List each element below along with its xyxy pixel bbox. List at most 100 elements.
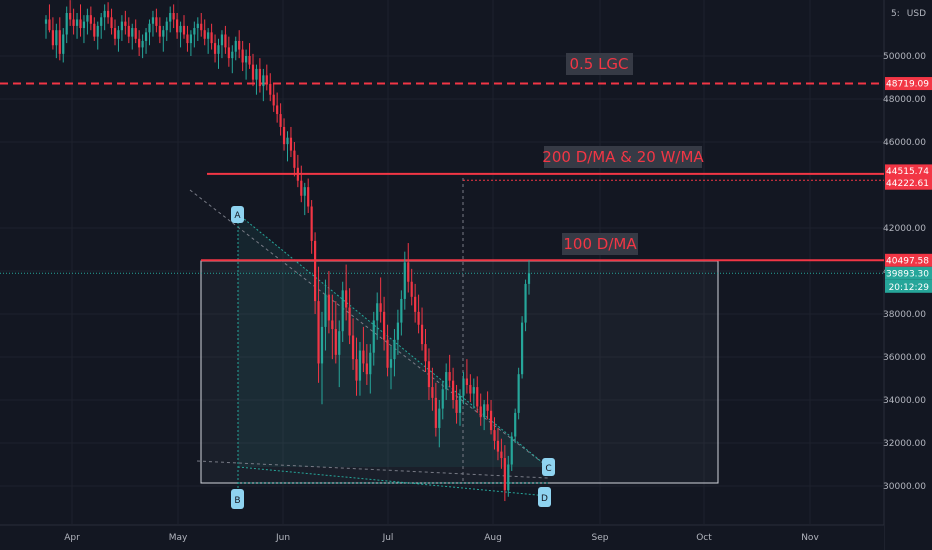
candle-body[interactable] [65, 13, 68, 35]
candle-body[interactable] [255, 68, 258, 80]
candle-body[interactable] [496, 440, 500, 452]
candle-body[interactable] [310, 206, 313, 241]
candle-body[interactable] [483, 404, 486, 418]
candle-body[interactable] [455, 400, 458, 413]
candle-body[interactable] [89, 15, 92, 24]
candle-body[interactable] [127, 25, 130, 37]
currency-label[interactable]: USD [907, 9, 926, 19]
candle-body[interactable] [72, 19, 75, 26]
point-d[interactable]: D [538, 487, 551, 507]
candle-body[interactable] [79, 19, 82, 29]
candle-body[interactable] [448, 372, 451, 381]
candle-body[interactable] [417, 311, 420, 325]
candle-body[interactable] [58, 30, 61, 54]
candle-body[interactable] [169, 13, 172, 22]
candle-body[interactable] [524, 283, 527, 323]
candle-body[interactable] [100, 17, 103, 26]
candle-body[interactable] [251, 64, 255, 80]
candle-body[interactable] [186, 34, 189, 44]
candle-body[interactable] [427, 361, 431, 388]
candle-body[interactable] [324, 294, 327, 327]
candle-body[interactable] [82, 21, 86, 29]
candle-body[interactable] [414, 296, 417, 312]
candle-body[interactable] [107, 10, 110, 18]
candle-body[interactable] [189, 34, 192, 44]
point-b[interactable]: B [231, 489, 244, 509]
candle-body[interactable] [203, 30, 206, 39]
candle-body[interactable] [96, 25, 99, 37]
candle-body[interactable] [62, 34, 65, 54]
candle-body[interactable] [48, 19, 51, 31]
candle-body[interactable] [424, 344, 427, 362]
candle-body[interactable] [248, 56, 251, 65]
candle-body[interactable] [269, 83, 272, 95]
candle-body[interactable] [358, 350, 362, 381]
candle-body[interactable] [200, 23, 203, 31]
candle-body[interactable] [138, 38, 141, 48]
price-tag-ma100[interactable] [885, 253, 932, 267]
candle-body[interactable] [213, 43, 217, 54]
candle-body[interactable] [110, 17, 113, 29]
annotation-ma200[interactable]: 200 D/MA & 20 W/MA [542, 146, 704, 168]
candle-body[interactable] [407, 262, 410, 282]
candle-body[interactable] [527, 273, 531, 284]
candle-body[interactable] [365, 363, 368, 375]
candle-body[interactable] [231, 51, 234, 59]
candle-body[interactable] [279, 114, 282, 127]
plot-area[interactable] [0, 0, 884, 525]
candle-body[interactable] [286, 137, 289, 145]
candle-body[interactable] [182, 25, 186, 35]
candle-body[interactable] [69, 13, 72, 20]
candle-body[interactable] [469, 384, 472, 394]
candle-body[interactable] [296, 167, 299, 181]
candle-body[interactable] [113, 28, 117, 39]
candle-body[interactable] [396, 322, 399, 340]
candle-body[interactable] [320, 326, 324, 364]
candle-body[interactable] [441, 389, 444, 409]
candle-body[interactable] [327, 294, 330, 321]
candle-body[interactable] [172, 13, 175, 20]
candle-body[interactable] [234, 40, 237, 52]
candle-body[interactable] [75, 19, 79, 26]
price-tag-lgc[interactable] [885, 77, 932, 91]
candle-body[interactable] [245, 56, 248, 63]
candle-body[interactable] [124, 21, 127, 26]
candle-body[interactable] [300, 180, 303, 196]
candle-body[interactable] [348, 307, 351, 336]
candle-body[interactable] [162, 30, 165, 37]
candle-body[interactable] [282, 126, 286, 145]
candle-body[interactable] [341, 290, 344, 332]
candle-body[interactable] [351, 335, 355, 360]
candle-body[interactable] [452, 380, 455, 400]
candle-body[interactable] [120, 21, 123, 31]
candle-body[interactable] [493, 430, 496, 441]
candle-body[interactable] [241, 49, 244, 63]
candle-body[interactable] [44, 19, 48, 24]
candle-body[interactable] [514, 412, 517, 437]
lower-trendline[interactable] [196, 460, 549, 479]
candle-body[interactable] [155, 17, 158, 26]
candle-body[interactable] [486, 404, 489, 411]
candle-body[interactable] [472, 387, 475, 394]
candle-body[interactable] [193, 28, 196, 35]
candle-body[interactable] [403, 262, 406, 299]
price-tag-last[interactable] [885, 266, 932, 280]
annotation-lgc[interactable]: 0.5 LGC [566, 53, 633, 75]
candle-body[interactable] [289, 137, 293, 151]
candle-body[interactable] [434, 397, 437, 428]
candle-body[interactable] [141, 40, 144, 48]
candle-body[interactable] [334, 329, 337, 355]
candle-body[interactable] [55, 30, 58, 46]
point-a[interactable]: A [231, 206, 244, 223]
candle-body[interactable] [272, 94, 275, 106]
candle-body[interactable] [462, 378, 465, 396]
candle-body[interactable] [503, 458, 506, 491]
candle-body[interactable] [507, 464, 510, 491]
candle-body[interactable] [438, 408, 441, 428]
candle-body[interactable] [355, 359, 358, 381]
candle-body[interactable] [227, 47, 230, 59]
candle-body[interactable] [93, 23, 96, 37]
price-tag-wma20[interactable] [885, 176, 932, 190]
candle-body[interactable] [345, 290, 348, 308]
